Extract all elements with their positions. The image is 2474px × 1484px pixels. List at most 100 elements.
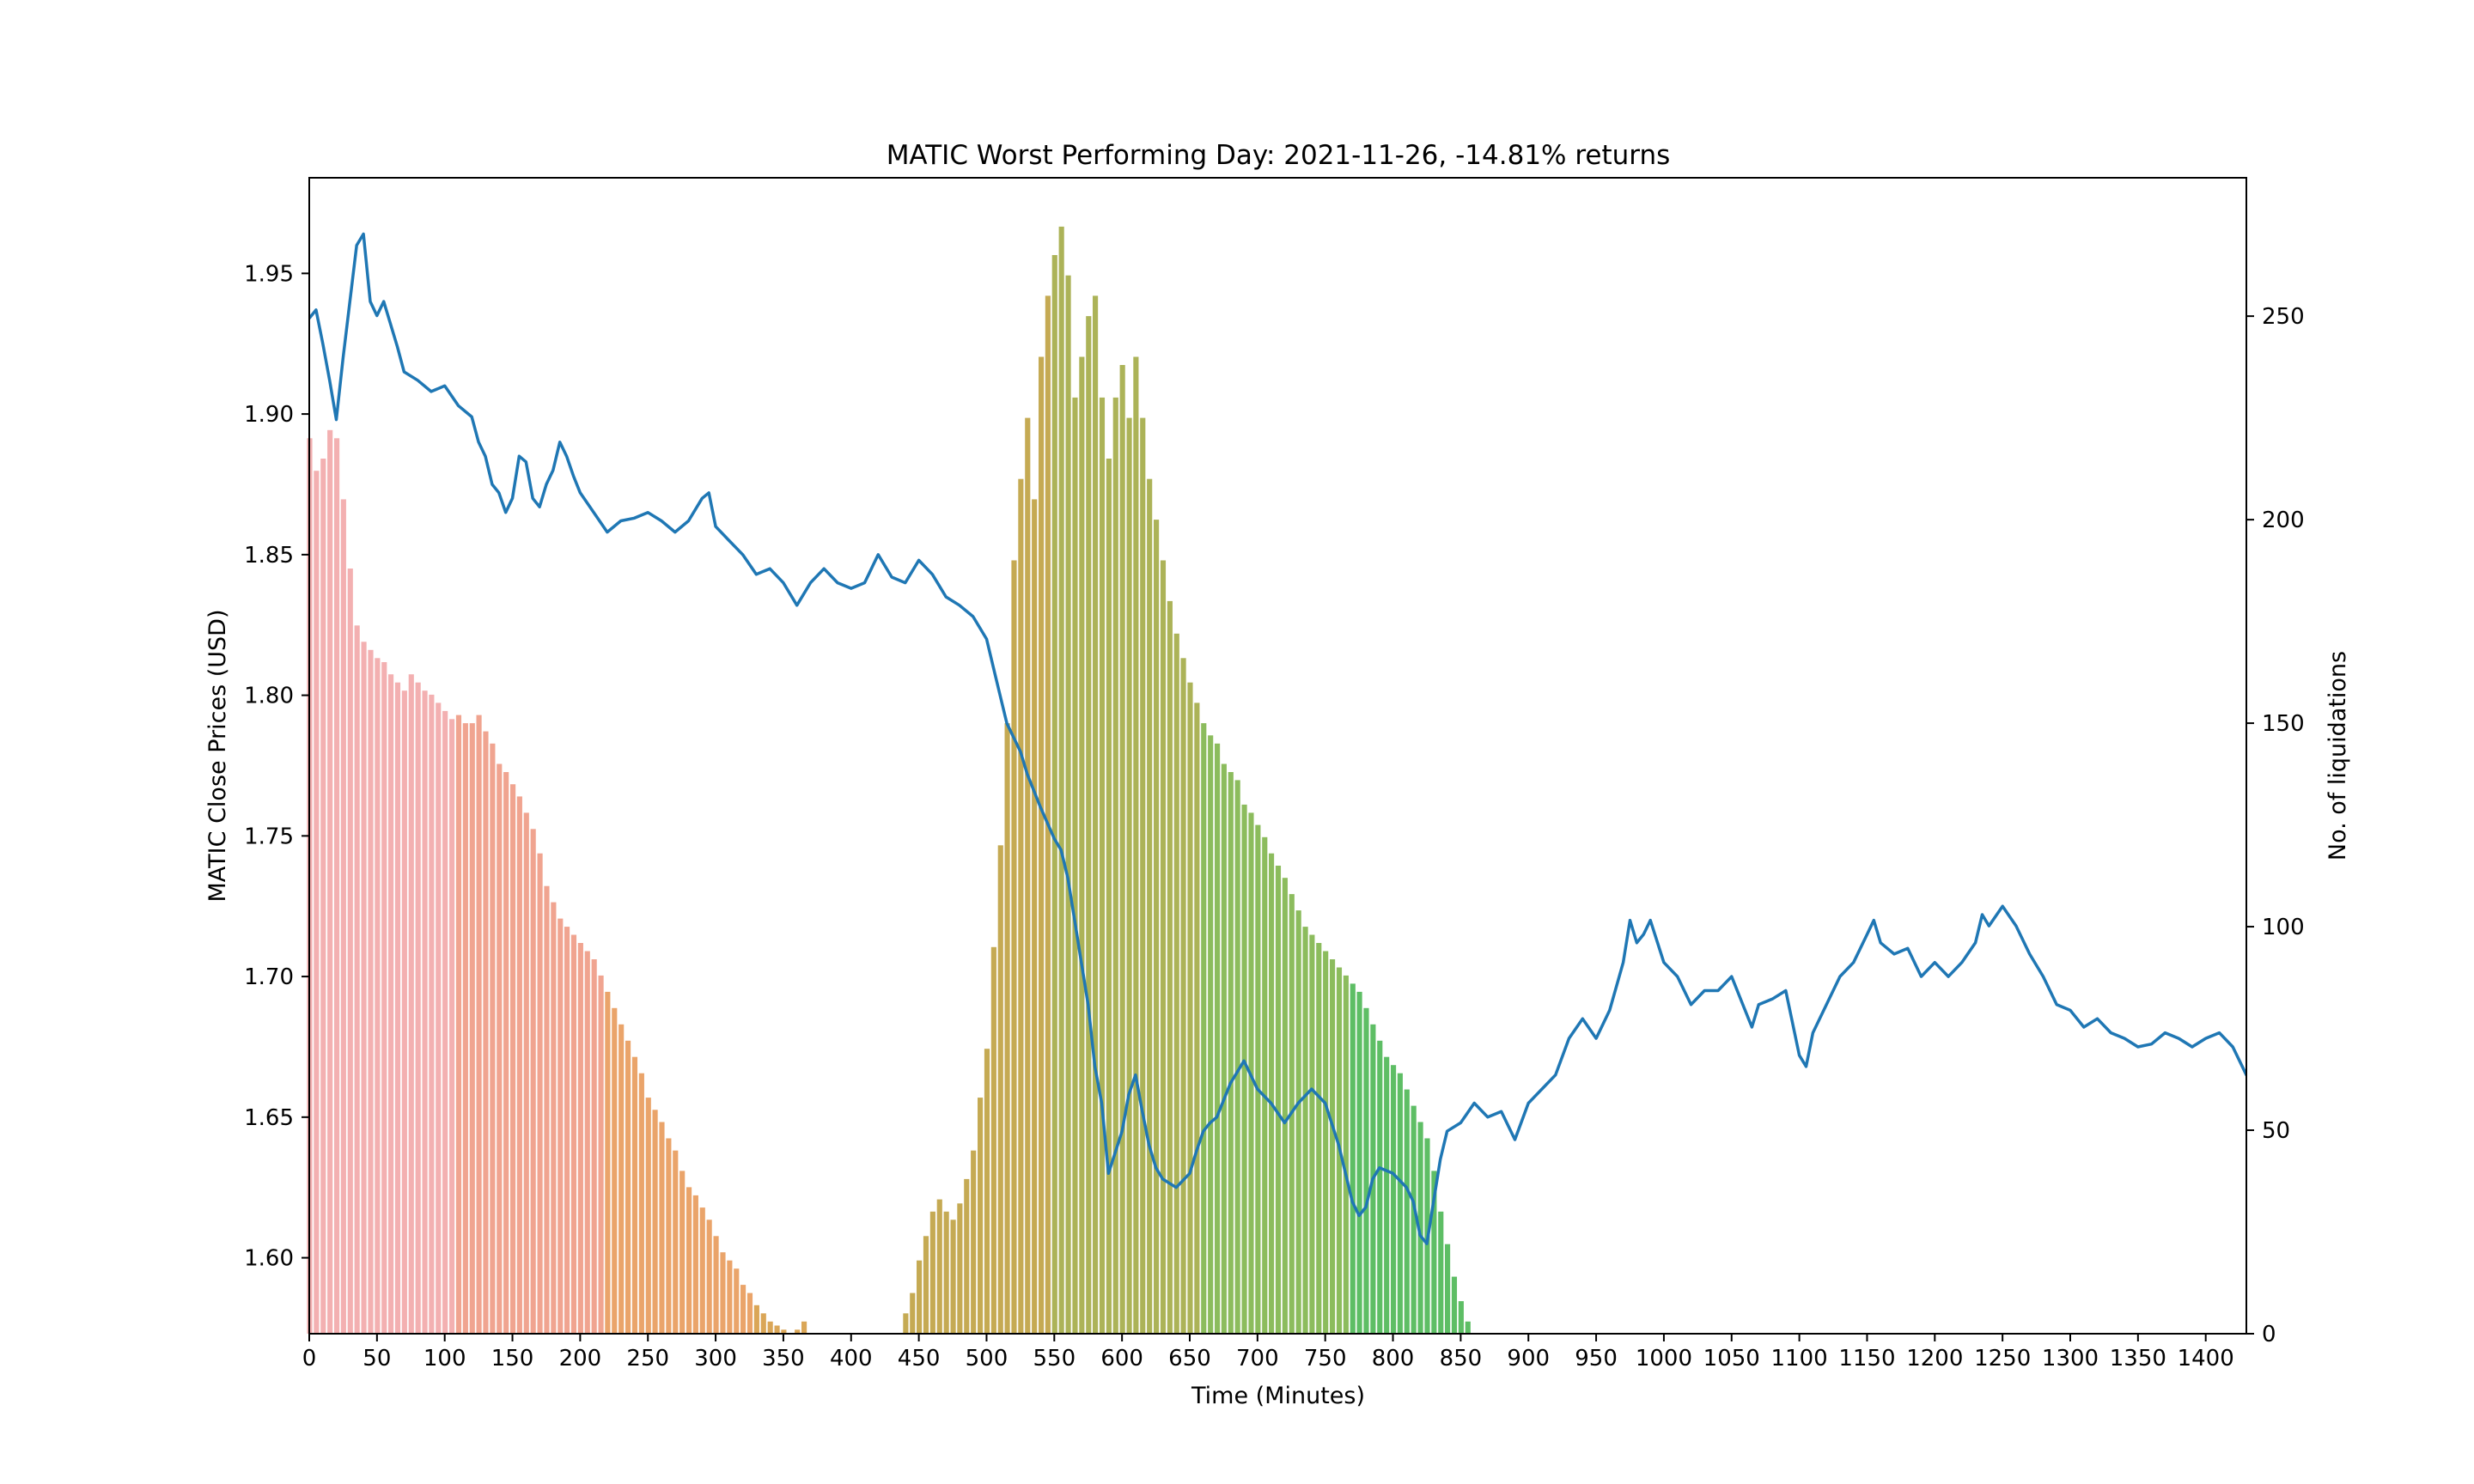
price-line bbox=[309, 232, 2246, 1245]
liquidation-bar bbox=[692, 1195, 698, 1334]
liquidation-bar bbox=[516, 796, 522, 1334]
liquidation-bar bbox=[625, 1040, 631, 1334]
x-tick-label: 1150 bbox=[1838, 1346, 1895, 1371]
liquidation-bar bbox=[1309, 934, 1315, 1334]
liquidation-bar bbox=[1458, 1301, 1464, 1334]
y-left-tick-label: 1.85 bbox=[244, 543, 294, 569]
x-tick-label: 150 bbox=[491, 1346, 534, 1371]
y-right-tick-label: 50 bbox=[2262, 1118, 2290, 1144]
liquidation-bar bbox=[381, 662, 387, 1334]
liquidation-bar bbox=[1173, 633, 1179, 1334]
liquidation-bar bbox=[1079, 356, 1085, 1334]
liquidation-bar bbox=[442, 710, 448, 1334]
liquidation-bar bbox=[544, 885, 550, 1334]
liquidation-bar bbox=[1180, 658, 1186, 1334]
x-tick-label: 0 bbox=[302, 1346, 317, 1371]
liquidation-bar bbox=[1275, 866, 1282, 1334]
y-left-tick-label: 1.70 bbox=[244, 964, 294, 990]
liquidation-bar bbox=[1065, 275, 1071, 1335]
liquidation-bar bbox=[1465, 1321, 1471, 1334]
liquidation-bar bbox=[1133, 356, 1139, 1334]
liquidation-bar bbox=[950, 1219, 956, 1334]
liquidation-bar bbox=[631, 1056, 638, 1334]
liquidation-bar bbox=[1011, 560, 1017, 1334]
liquidation-bar bbox=[1112, 397, 1118, 1334]
liquidation-bar bbox=[645, 1098, 651, 1334]
liquidation-bar bbox=[1140, 417, 1146, 1335]
liquidation-bar bbox=[340, 499, 346, 1334]
liquidation-bar bbox=[577, 943, 583, 1334]
liquidation-bar bbox=[1241, 804, 1247, 1334]
liquidation-bar bbox=[652, 1110, 658, 1334]
liquidation-bar bbox=[368, 649, 374, 1334]
liquidation-bar bbox=[936, 1199, 942, 1334]
liquidation-bar bbox=[760, 1313, 766, 1334]
liquidation-bar bbox=[1451, 1276, 1458, 1334]
liquidation-bar bbox=[990, 946, 996, 1334]
liquidation-bar bbox=[686, 1187, 692, 1334]
liquidation-bar bbox=[1126, 417, 1132, 1335]
x-tick-label: 350 bbox=[762, 1346, 805, 1371]
liquidation-bar bbox=[679, 1171, 686, 1334]
liquidation-bar bbox=[1234, 780, 1240, 1334]
x-tick-label: 650 bbox=[1168, 1346, 1211, 1371]
liquidation-bar bbox=[490, 743, 496, 1334]
liquidation-bar bbox=[530, 829, 536, 1334]
liquidation-bar bbox=[1411, 1105, 1417, 1334]
x-tick-label: 500 bbox=[966, 1346, 1008, 1371]
x-tick-label: 950 bbox=[1575, 1346, 1618, 1371]
x-tick-label: 700 bbox=[1236, 1346, 1279, 1371]
x-tick-label: 300 bbox=[694, 1346, 737, 1371]
liquidation-bar bbox=[422, 690, 428, 1334]
liquidation-bar bbox=[1323, 951, 1329, 1334]
x-tick-label: 550 bbox=[1033, 1346, 1076, 1371]
liquidation-bar bbox=[774, 1325, 780, 1334]
x-axis: 0 50 100 150 200 250 300 350 400 450 500 550 600 650 7… bbox=[302, 1334, 2234, 1371]
price-line-layer bbox=[309, 232, 2246, 1245]
liquidation-bar bbox=[1363, 1007, 1369, 1334]
liquidation-bar bbox=[558, 918, 564, 1334]
liquidation-bar bbox=[903, 1313, 909, 1334]
liquidation-bar bbox=[1391, 1065, 1397, 1334]
x-tick-label: 200 bbox=[559, 1346, 602, 1371]
liquidation-bar bbox=[1093, 295, 1099, 1334]
liquidation-bar bbox=[523, 812, 529, 1334]
liquidation-bar bbox=[673, 1150, 679, 1334]
liquidation-bar bbox=[1099, 397, 1106, 1334]
liquidation-bar bbox=[591, 959, 597, 1334]
plot-frame bbox=[308, 177, 2247, 1335]
liquidation-bar bbox=[1160, 560, 1167, 1334]
liquidation-bar bbox=[436, 702, 442, 1334]
liquidation-bar bbox=[1154, 520, 1160, 1334]
liquidation-bar bbox=[347, 569, 353, 1334]
liquidation-bar bbox=[564, 927, 570, 1334]
x-tick-label: 1000 bbox=[1636, 1346, 1692, 1371]
liquidation-bar bbox=[923, 1236, 929, 1334]
liquidation-bar bbox=[327, 429, 333, 1334]
liquidation-bar bbox=[1302, 927, 1308, 1334]
liquidation-bar bbox=[503, 772, 509, 1334]
liquidation-bar bbox=[746, 1292, 753, 1334]
liquidation-bar bbox=[361, 642, 367, 1334]
liquidation-bar bbox=[612, 1007, 618, 1334]
liquidation-bar bbox=[394, 682, 401, 1334]
liquidation-bar bbox=[551, 902, 557, 1334]
liquidation-bar bbox=[1316, 943, 1322, 1334]
liquidation-bar bbox=[401, 690, 407, 1334]
x-tick-label: 900 bbox=[1507, 1346, 1550, 1371]
liquidation-bar bbox=[638, 1073, 644, 1334]
y-left-tick-label: 1.90 bbox=[244, 402, 294, 428]
liquidation-bar bbox=[483, 731, 489, 1334]
liquidation-bar bbox=[1072, 397, 1078, 1334]
y-left-tick-label: 1.95 bbox=[244, 261, 294, 287]
x-tick-label: 250 bbox=[626, 1346, 669, 1371]
liquidation-bar bbox=[1208, 735, 1214, 1334]
liquidation-bar bbox=[964, 1178, 970, 1334]
liquidation-bar bbox=[334, 438, 340, 1334]
liquidation-bar bbox=[795, 1329, 801, 1334]
y-right-tick-label: 250 bbox=[2262, 304, 2305, 330]
x-tick-label: 1350 bbox=[2110, 1346, 2166, 1371]
liquidation-bars bbox=[307, 226, 1471, 1335]
liquidation-bar bbox=[1350, 983, 1356, 1334]
